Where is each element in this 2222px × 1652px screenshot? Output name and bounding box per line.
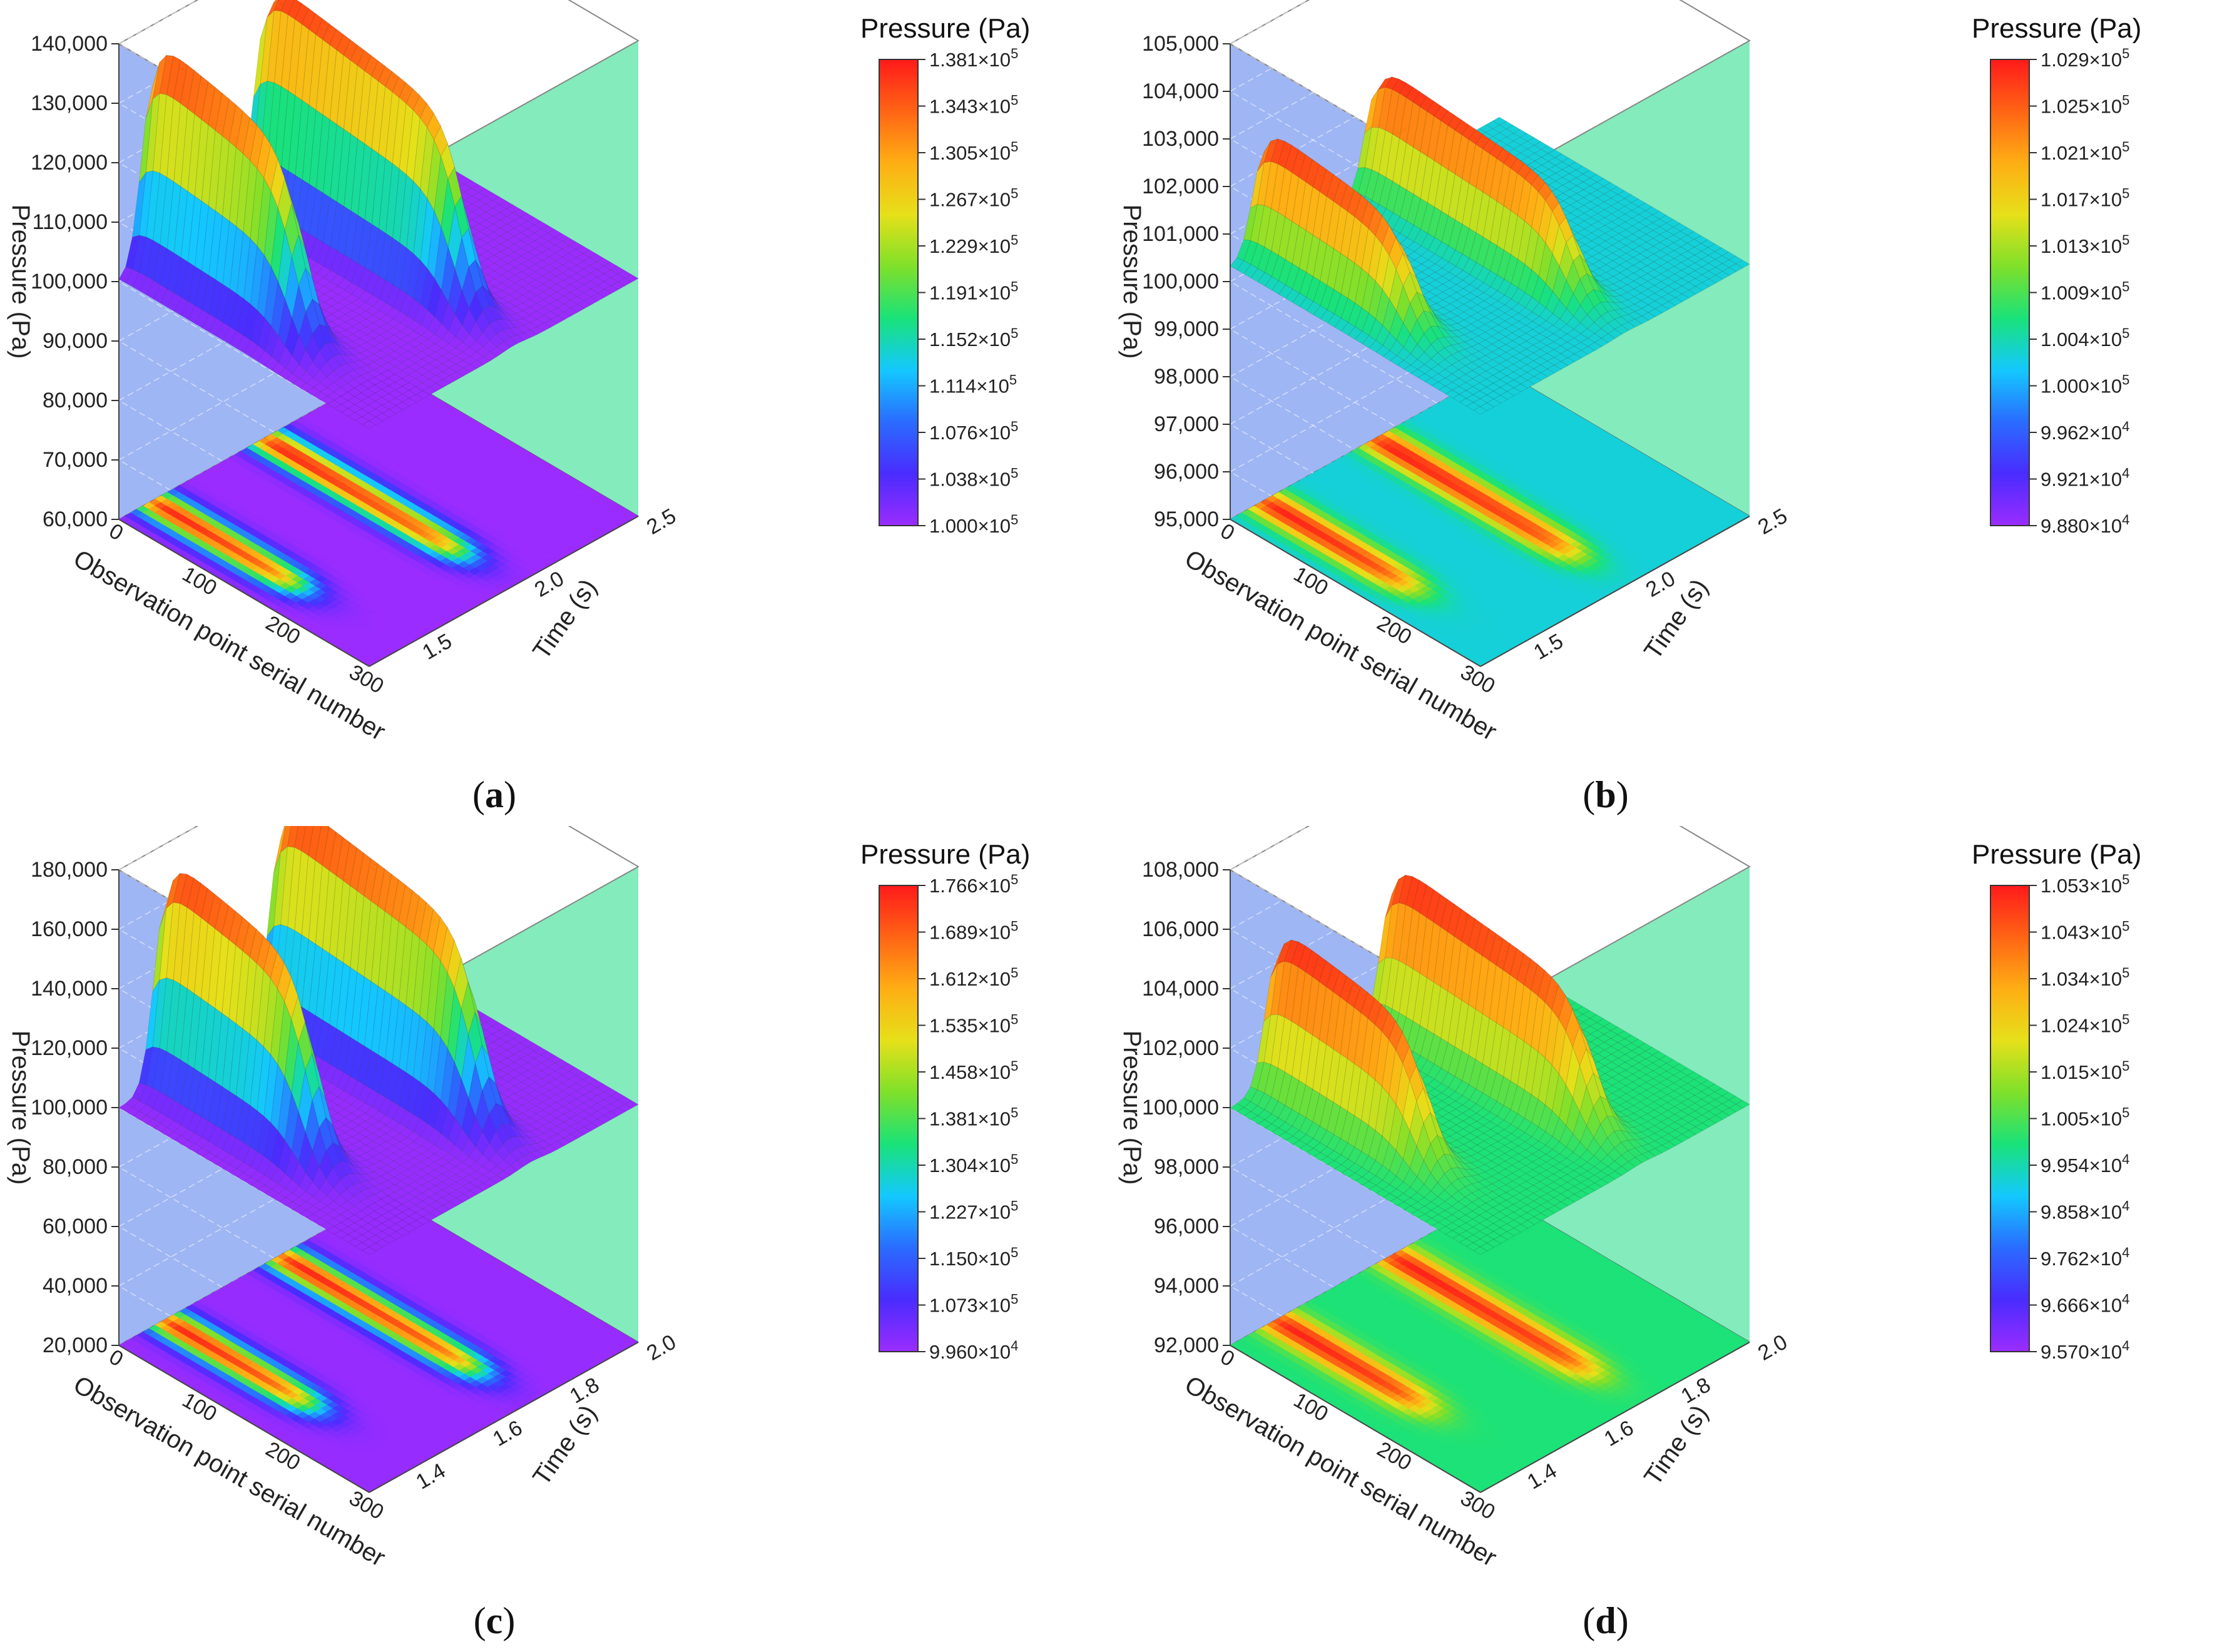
pressure-surface — [118, 0, 639, 429]
z-tick-label: 100,000 — [31, 270, 108, 293]
colorbar-title: Pressure (Pa) — [860, 13, 1030, 44]
surface-cell — [402, 397, 417, 407]
surface-cell — [502, 337, 518, 348]
surface-cell — [516, 332, 531, 341]
surface-cell — [489, 346, 504, 357]
surface-cell — [536, 322, 552, 332]
surface-cell — [456, 368, 471, 377]
y-tick-label: 2.5 — [643, 504, 680, 539]
surface-cell — [389, 405, 404, 414]
colorbar-tick-label: 1.038×105 — [929, 466, 1018, 491]
z-tick-label: 60,000 — [43, 507, 108, 531]
panel-a: 60,000 70,000 80,000 90,000 100,000 110,000 12… — [0, 0, 1111, 826]
colorbar-tick-label: 1.114×105 — [929, 372, 1017, 397]
colorbar-tick-label: 1.152×105 — [929, 325, 1018, 350]
surface-cell — [550, 315, 565, 324]
surface-cell — [509, 334, 525, 344]
surface-cell — [267, 0, 279, 18]
colorbar-tick-label: 1.000×105 — [929, 512, 1018, 537]
x-tick-label: 300 — [345, 660, 387, 698]
z-tick-label: 90,000 — [43, 329, 108, 353]
chart-b: 95,00096,00097,00098,00099,000100,000101… — [1118, 0, 2141, 815]
surface-cell — [409, 394, 424, 403]
z-tick-label: 130,000 — [31, 91, 108, 115]
surface-cell — [462, 364, 477, 373]
colorbar-tick-label: 1.343×105 — [929, 93, 1018, 118]
panel-caption: (a) — [472, 774, 516, 815]
surface-cell — [449, 372, 464, 380]
colorbar-tick-label: 1.267×105 — [929, 186, 1018, 211]
surface-cell — [429, 383, 444, 392]
colorbar-tick-label: 1.076×105 — [929, 419, 1018, 444]
colorbar-tick-label: 1.305×105 — [929, 139, 1018, 164]
colorbar-tick-label: 1.229×105 — [929, 232, 1018, 257]
x-tick-label: 0 — [105, 519, 127, 545]
surface-cell — [436, 379, 451, 388]
z-axis-title: Pressure (Pa) — [7, 205, 34, 359]
surface-cell — [422, 387, 437, 395]
surface-cell — [469, 360, 484, 369]
z-tick-label: 80,000 — [43, 389, 108, 412]
surface-cell — [442, 375, 457, 384]
chart-a: 60,000 70,000 80,000 90,000 100,000 110,000 12… — [7, 0, 1030, 815]
z-tick-label: 110,000 — [33, 210, 108, 234]
colorbar-tick-label: 1.191×105 — [929, 279, 1018, 304]
z-tick-label: 120,000 — [31, 151, 108, 175]
surface-cell — [395, 401, 410, 410]
panel-b: 95,000 96,000 97,000 98,000 99,000 100,000 101… — [1111, 0, 2222, 826]
surface-cell — [543, 319, 558, 328]
colorbar-tick-label: 1.381×105 — [929, 46, 1018, 71]
colorbar — [879, 59, 919, 526]
z-tick-label: 70,000 — [43, 448, 108, 472]
surface-cell — [415, 390, 431, 399]
z-tick-label: 140,000 — [31, 32, 108, 56]
